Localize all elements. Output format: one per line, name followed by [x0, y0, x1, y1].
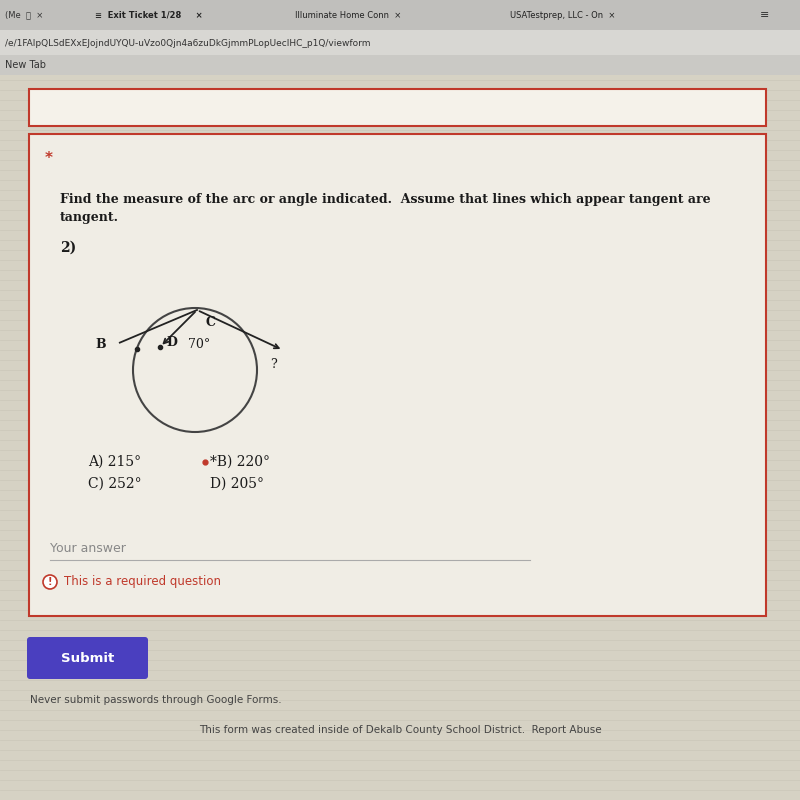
Text: tangent.: tangent.	[60, 211, 119, 225]
Bar	[0, 30, 800, 55]
Text: Submit: Submit	[62, 651, 114, 665]
Text: USATestprep, LLC - On  ×: USATestprep, LLC - On ×	[510, 10, 615, 19]
Text: *: *	[45, 150, 53, 166]
Circle shape	[43, 575, 57, 589]
FancyBboxPatch shape	[27, 637, 148, 679]
Text: 70°: 70°	[188, 338, 210, 351]
Text: D) 205°: D) 205°	[210, 477, 264, 491]
Text: C) 252°: C) 252°	[88, 477, 142, 491]
FancyBboxPatch shape	[29, 89, 766, 126]
Text: *B) 220°: *B) 220°	[210, 455, 270, 469]
Text: Never submit passwords through Google Forms.: Never submit passwords through Google Fo…	[30, 695, 282, 705]
Text: Find the measure of the arc or angle indicated.  Assume that lines which appear : Find the measure of the arc or angle ind…	[60, 194, 710, 206]
Text: 2): 2)	[60, 241, 76, 255]
Text: ≡  Exit Ticket 1/28     ×: ≡ Exit Ticket 1/28 ×	[95, 10, 202, 19]
Text: This is a required question: This is a required question	[64, 575, 221, 589]
Text: /e/1FAlpQLSdEXxEJojndUYQU-uVzo0Qjn4a6zuDkGjmmPLopUeclHC_p1Q/viewform: /e/1FAlpQLSdEXxEJojndUYQU-uVzo0Qjn4a6zuD…	[5, 38, 370, 47]
Bar	[0, 55, 800, 75]
Text: (Me  ⓘ  ×: (Me ⓘ ×	[5, 10, 43, 19]
Text: ?: ?	[270, 358, 277, 370]
FancyBboxPatch shape	[29, 134, 766, 616]
Text: A) 215°: A) 215°	[88, 455, 141, 469]
Text: Your answer: Your answer	[50, 542, 126, 554]
Text: Illuminate Home Conn  ×: Illuminate Home Conn ×	[295, 10, 402, 19]
Text: C: C	[205, 315, 215, 329]
Text: ≡: ≡	[760, 10, 770, 20]
Bar	[0, 0, 800, 30]
Text: D: D	[166, 336, 177, 350]
Text: B: B	[95, 338, 106, 351]
Text: New Tab: New Tab	[5, 60, 46, 70]
Text: This form was created inside of Dekalb County School District.  Report Abuse: This form was created inside of Dekalb C…	[198, 725, 602, 735]
Text: !: !	[48, 577, 52, 587]
